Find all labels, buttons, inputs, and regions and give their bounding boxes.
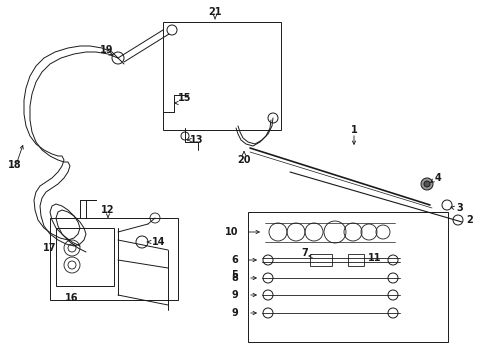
Bar <box>163 22 281 130</box>
Text: 4: 4 <box>434 173 441 183</box>
Text: 13: 13 <box>190 135 203 145</box>
Text: 12: 12 <box>101 205 115 215</box>
Text: 18: 18 <box>8 160 21 170</box>
Text: 8: 8 <box>231 273 238 283</box>
Text: 5: 5 <box>231 270 238 280</box>
Text: 9: 9 <box>231 308 238 318</box>
Bar <box>347 254 363 266</box>
Circle shape <box>420 178 432 190</box>
Text: 6: 6 <box>231 255 238 265</box>
Text: 17: 17 <box>42 243 56 253</box>
Bar <box>247 212 447 342</box>
Text: 21: 21 <box>208 7 221 17</box>
Bar <box>50 218 178 300</box>
Text: 3: 3 <box>455 203 462 213</box>
Text: 19: 19 <box>100 45 113 55</box>
Text: 20: 20 <box>237 155 250 165</box>
Text: 16: 16 <box>65 293 79 303</box>
Bar <box>56 228 114 286</box>
Circle shape <box>423 181 429 187</box>
Text: 7: 7 <box>301 248 307 258</box>
Text: 15: 15 <box>178 93 191 103</box>
Text: 14: 14 <box>152 237 165 247</box>
Text: 2: 2 <box>465 215 472 225</box>
Bar <box>309 254 331 266</box>
Text: 10: 10 <box>224 227 238 237</box>
Text: 11: 11 <box>367 253 381 263</box>
Text: 9: 9 <box>231 290 238 300</box>
Text: 1: 1 <box>350 125 357 135</box>
